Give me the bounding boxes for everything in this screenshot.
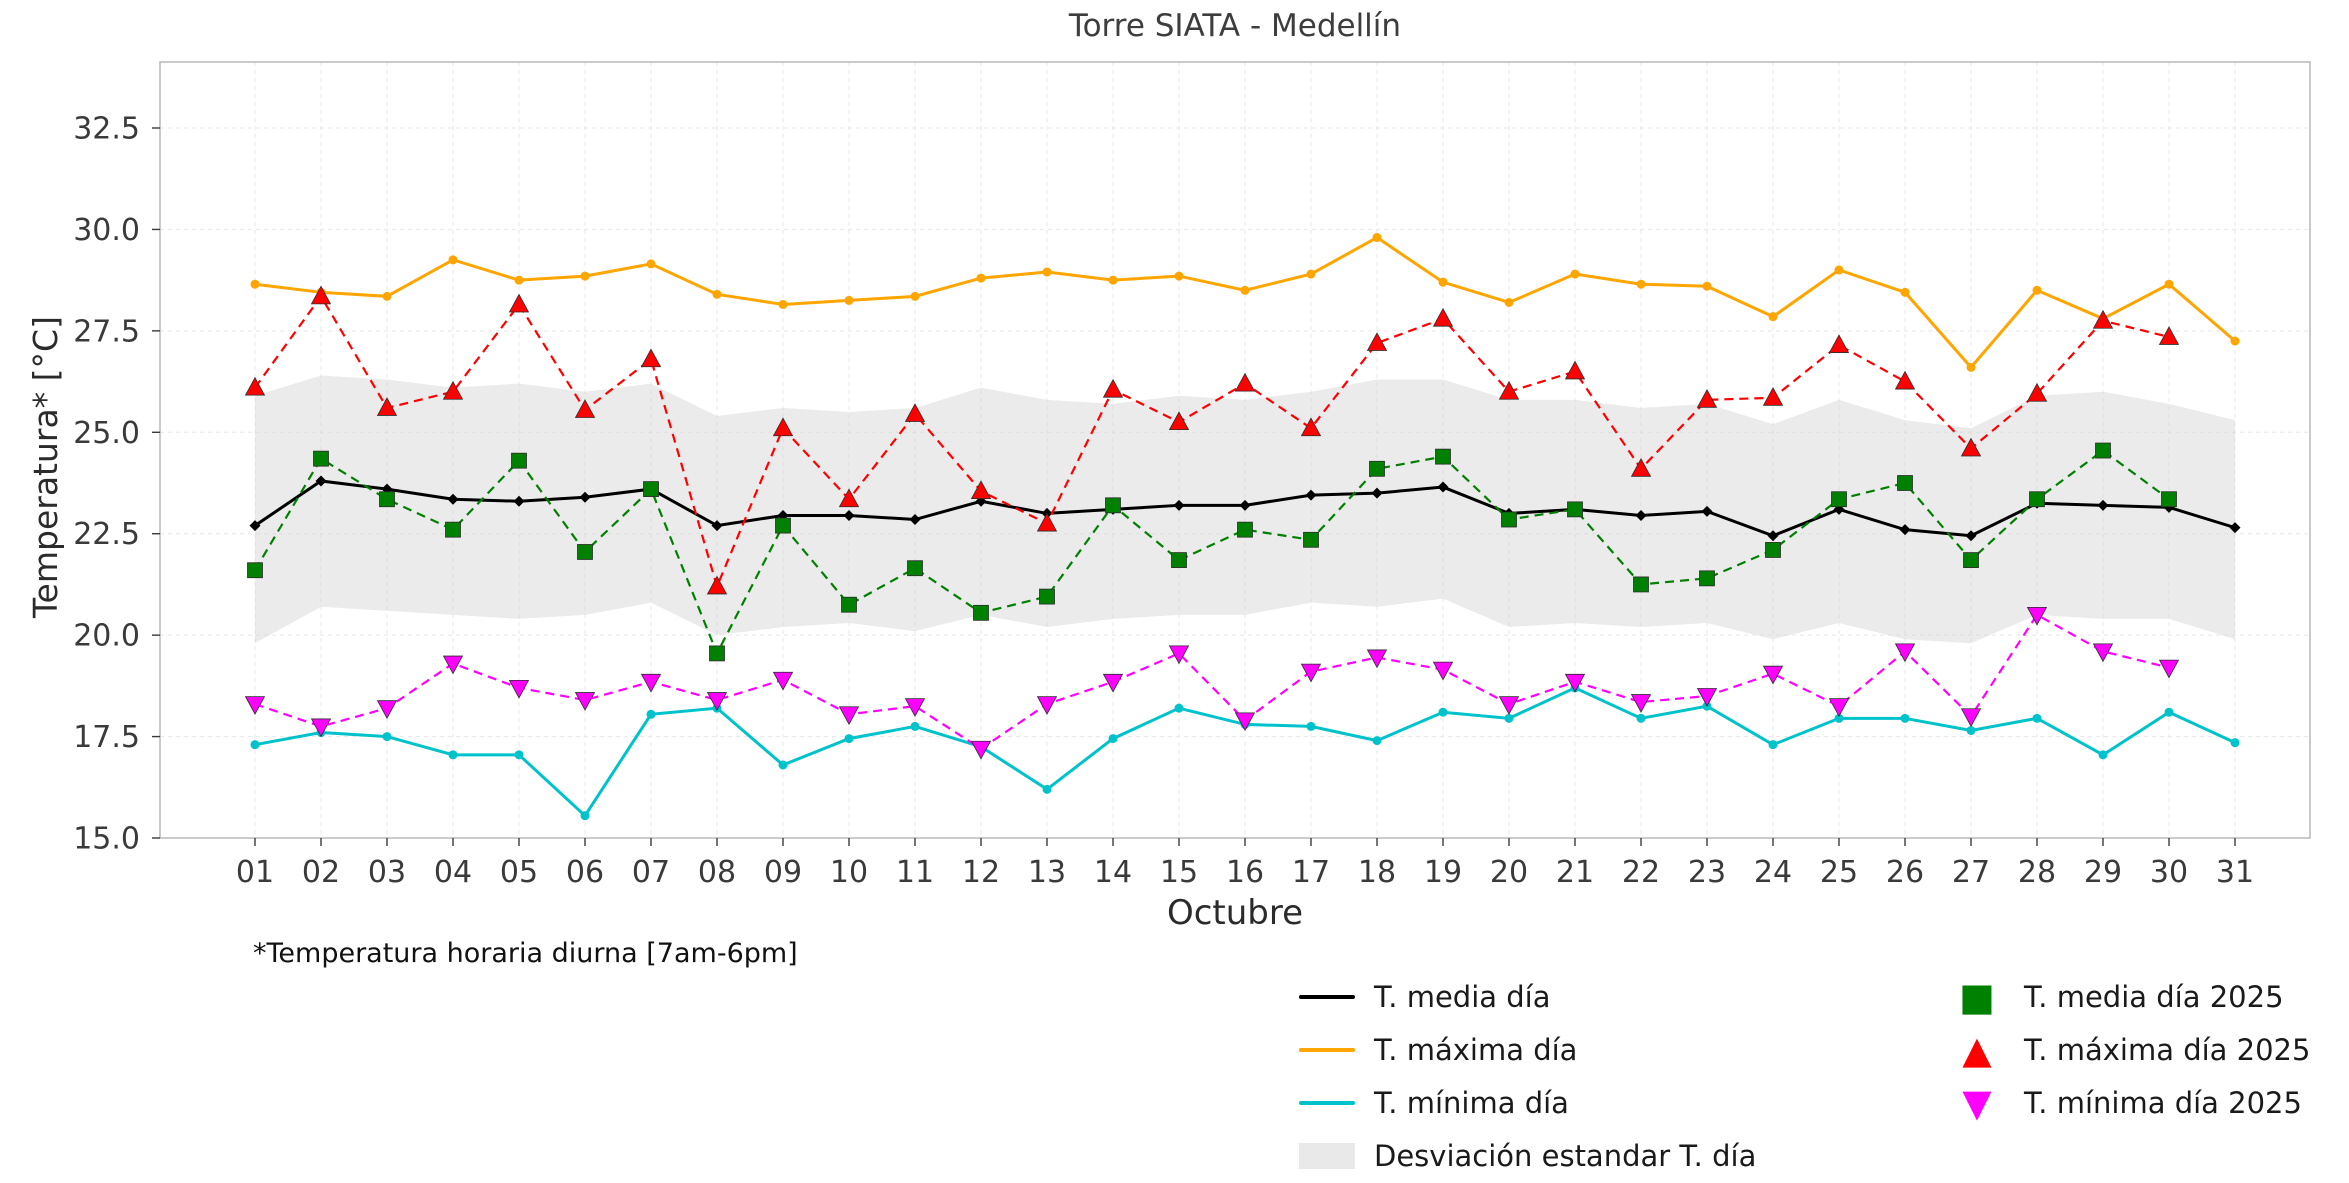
svg-text:13: 13 bbox=[1028, 855, 1066, 890]
svg-text:18: 18 bbox=[1358, 855, 1396, 890]
svg-text:20.0: 20.0 bbox=[73, 619, 140, 654]
svg-text:24: 24 bbox=[1754, 855, 1792, 890]
legend-item-maxima: T. máxima día bbox=[1298, 1031, 1756, 1069]
svg-text:19: 19 bbox=[1424, 855, 1462, 890]
svg-text:32.5: 32.5 bbox=[73, 112, 140, 147]
footnote: *Temperatura horaria diurna [7am-6pm] bbox=[253, 938, 798, 969]
x-axis-label: Octubre bbox=[1166, 893, 1304, 933]
svg-text:15: 15 bbox=[1160, 855, 1198, 890]
legend-right-column: ■ T. media día 2025 ▲ T. máxima día 2025… bbox=[1948, 978, 2310, 1122]
svg-text:29: 29 bbox=[2084, 855, 2122, 890]
svg-text:27: 27 bbox=[1952, 855, 1990, 890]
svg-text:11: 11 bbox=[896, 855, 934, 890]
svg-text:25.0: 25.0 bbox=[73, 416, 140, 451]
svg-text:23: 23 bbox=[1688, 855, 1726, 890]
cyan-line-swatch-icon bbox=[1298, 1101, 1356, 1105]
legend-label: T. media día bbox=[1374, 980, 1551, 1014]
legend-left-column: T. media día T. máxima día T. mínima día… bbox=[1298, 978, 1756, 1175]
svg-text:27.5: 27.5 bbox=[73, 314, 140, 349]
svg-text:25: 25 bbox=[1820, 855, 1858, 890]
svg-text:20: 20 bbox=[1490, 855, 1528, 890]
gray-patch-swatch-icon bbox=[1298, 1143, 1356, 1169]
svg-text:02: 02 bbox=[302, 855, 340, 890]
legend-item-minima-2025: ▼ T. mínima día 2025 bbox=[1948, 1084, 2310, 1122]
legend-label: T. mínima día 2025 bbox=[2024, 1086, 2302, 1120]
legend-item-maxima-2025: ▲ T. máxima día 2025 bbox=[1948, 1031, 2310, 1069]
legend-label: T. mínima día bbox=[1374, 1086, 1569, 1120]
legend-item-minima: T. mínima día bbox=[1298, 1084, 1756, 1122]
svg-text:16: 16 bbox=[1226, 855, 1264, 890]
green-square-marker-icon: ■ bbox=[1959, 975, 1995, 1019]
svg-text:26: 26 bbox=[1886, 855, 1924, 890]
svg-text:05: 05 bbox=[500, 855, 538, 890]
svg-text:12: 12 bbox=[962, 855, 1000, 890]
legend-label: Desviación estandar T. día bbox=[1374, 1139, 1757, 1173]
svg-text:14: 14 bbox=[1094, 855, 1132, 890]
svg-text:30.0: 30.0 bbox=[73, 213, 140, 248]
svg-text:30: 30 bbox=[2150, 855, 2188, 890]
legend-item-std: Desviación estandar T. día bbox=[1298, 1137, 1756, 1175]
svg-text:09: 09 bbox=[764, 855, 802, 890]
orange-line-swatch-icon bbox=[1298, 1048, 1356, 1052]
svg-text:22.5: 22.5 bbox=[73, 517, 140, 552]
svg-text:17.5: 17.5 bbox=[73, 720, 140, 755]
svg-text:15.0: 15.0 bbox=[73, 822, 140, 857]
black-line-swatch-icon bbox=[1298, 995, 1356, 999]
red-triangle-up-marker-icon: ▲ bbox=[1962, 1028, 1992, 1072]
svg-text:06: 06 bbox=[566, 855, 604, 890]
magenta-triangle-down-marker-icon: ▼ bbox=[1962, 1081, 1992, 1125]
legend-label: T. media día 2025 bbox=[2024, 980, 2284, 1014]
svg-text:22: 22 bbox=[1622, 855, 1660, 890]
svg-text:04: 04 bbox=[434, 855, 472, 890]
svg-text:17: 17 bbox=[1292, 855, 1330, 890]
legend-label: T. máxima día 2025 bbox=[2024, 1033, 2311, 1067]
svg-text:31: 31 bbox=[2216, 855, 2254, 890]
legend-item-media: T. media día bbox=[1298, 978, 1756, 1016]
svg-text:07: 07 bbox=[632, 855, 670, 890]
svg-text:01: 01 bbox=[236, 855, 274, 890]
legend-item-media-2025: ■ T. media día 2025 bbox=[1948, 978, 2310, 1016]
svg-text:21: 21 bbox=[1556, 855, 1594, 890]
svg-text:03: 03 bbox=[368, 855, 406, 890]
legend-label: T. máxima día bbox=[1374, 1033, 1578, 1067]
chart-title: Torre SIATA - Medellín bbox=[1068, 8, 1402, 44]
svg-text:08: 08 bbox=[698, 855, 736, 890]
svg-text:28: 28 bbox=[2018, 855, 2056, 890]
svg-text:10: 10 bbox=[830, 855, 868, 890]
